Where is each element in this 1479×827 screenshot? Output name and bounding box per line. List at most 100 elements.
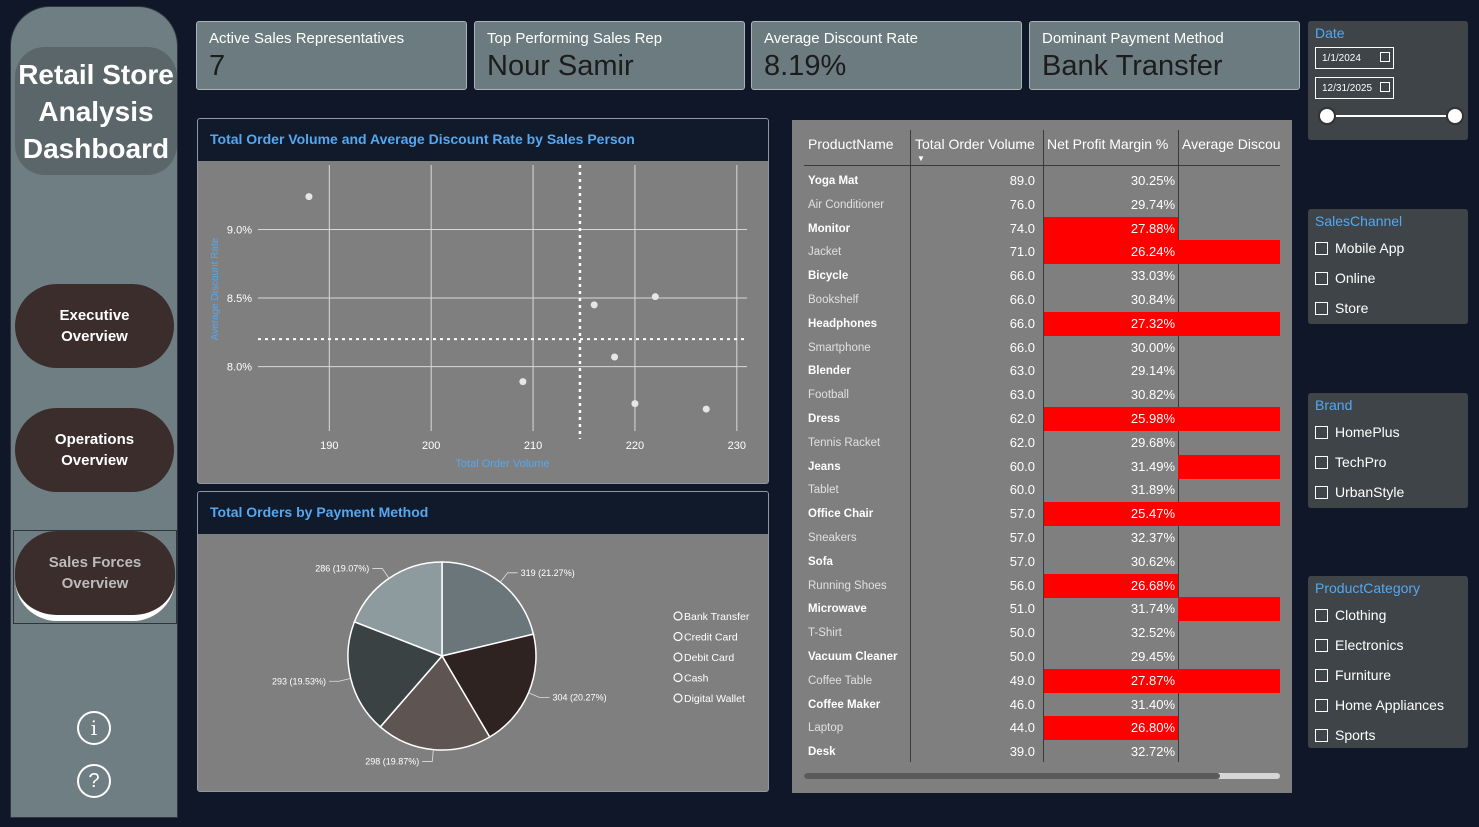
table-row[interactable]: Microwave 51.0 31.74% xyxy=(804,597,1280,622)
help-icon[interactable]: ? xyxy=(77,764,111,798)
checkbox[interactable] xyxy=(1315,425,1328,439)
cell-total-order-volume: 66.0 xyxy=(1009,292,1035,307)
checkbox[interactable] xyxy=(1315,728,1328,742)
cell-product-name: Vacuum Cleaner xyxy=(808,651,898,663)
table-row[interactable]: Office Chair 57.0 25.47% xyxy=(804,502,1280,527)
nav-sales-forces-frame: Sales Forces Overview xyxy=(13,530,177,624)
cell-average-discount xyxy=(1178,740,1280,764)
scatter-point[interactable] xyxy=(651,293,659,301)
checkbox[interactable] xyxy=(1315,638,1328,652)
checkbox[interactable] xyxy=(1315,668,1328,682)
legend-label[interactable]: Digital Wallet xyxy=(684,693,745,705)
scatter-point[interactable] xyxy=(590,301,598,309)
date-range-end-handle[interactable] xyxy=(1446,107,1464,125)
checkbox[interactable] xyxy=(1315,698,1328,712)
slicer-item-urbanstyle[interactable]: UrbanStyle xyxy=(1308,477,1468,507)
slicer-item-store[interactable]: Store xyxy=(1308,293,1468,323)
cell-net-profit-margin: 30.82% xyxy=(1130,387,1175,403)
table-row[interactable]: Sneakers 57.0 32.37% xyxy=(804,526,1280,550)
pie-leader-line xyxy=(329,678,351,682)
info-icon[interactable]: i xyxy=(77,711,111,745)
col-header-net-profit-margin[interactable]: Net Profit Margin % xyxy=(1047,136,1169,152)
table-row[interactable]: Running Shoes 56.0 26.68% xyxy=(804,573,1280,598)
table-row[interactable]: Bookshelf 66.0 30.84% xyxy=(804,288,1280,312)
scatter-point[interactable] xyxy=(519,378,527,386)
checkbox[interactable] xyxy=(1315,608,1328,622)
legend-label[interactable]: Credit Card xyxy=(684,632,738,644)
cell-average-discount xyxy=(1178,383,1280,407)
col-header-average-discount[interactable]: Average Discou xyxy=(1182,136,1280,152)
pie-leader-line xyxy=(422,749,434,762)
table-row[interactable]: Monitor 74.0 27.88% xyxy=(804,216,1280,241)
checkbox[interactable] xyxy=(1315,241,1328,255)
cell-net-profit-margin: 30.00% xyxy=(1130,339,1175,355)
table-row[interactable]: Tablet 60.0 31.89% xyxy=(804,478,1280,502)
cell-average-discount xyxy=(1178,645,1280,669)
pie-slice[interactable] xyxy=(347,620,444,728)
kpi-value: Bank Transfer xyxy=(1042,50,1223,82)
table-row[interactable]: Desk 39.0 32.72% xyxy=(804,740,1280,764)
checkbox[interactable] xyxy=(1315,271,1328,285)
table-row[interactable]: T-Shirt 50.0 32.52% xyxy=(804,621,1280,645)
cell-average-discount xyxy=(1178,264,1280,288)
slicer-item-home-appliances[interactable]: Home Appliances xyxy=(1308,690,1468,720)
col-header-product-name[interactable]: ProductName xyxy=(808,136,894,152)
end-date-input[interactable]: 12/31/2025 xyxy=(1315,77,1394,99)
date-range-start-handle[interactable] xyxy=(1318,107,1336,125)
horizontal-scrollbar[interactable] xyxy=(804,773,1280,779)
table-row[interactable]: Coffee Maker 46.0 31.40% xyxy=(804,693,1280,717)
slicer-item-clothing[interactable]: Clothing xyxy=(1308,600,1468,630)
nav-executive-overview[interactable]: Executive Overview xyxy=(15,284,174,368)
table-row[interactable]: Jacket 71.0 26.24% xyxy=(804,240,1280,265)
scatter-point[interactable] xyxy=(611,353,619,361)
cell-product-name: Monitor xyxy=(808,222,851,235)
slicer-item-mobile-app[interactable]: Mobile App xyxy=(1308,233,1468,263)
scatter-point[interactable] xyxy=(702,405,710,413)
cell-average-discount xyxy=(1178,454,1280,479)
pie-data-label: 286 (19.07%) xyxy=(315,563,369,573)
table-row[interactable]: Smartphone 66.0 30.00% xyxy=(804,336,1280,360)
slicer-item-techpro[interactable]: TechPro xyxy=(1308,447,1468,477)
checkbox[interactable] xyxy=(1315,485,1328,499)
pie-slice[interactable] xyxy=(353,561,443,658)
slicer-item-homeplus[interactable]: HomePlus xyxy=(1308,417,1468,447)
cell-product-name: Coffee Table xyxy=(808,674,873,687)
col-header-total-order-volume[interactable]: Total Order Volume xyxy=(915,136,1035,152)
table-row[interactable]: Tennis Racket 62.0 29.68% xyxy=(804,431,1280,455)
slicer-item-online[interactable]: Online xyxy=(1308,263,1468,293)
legend-label[interactable]: Bank Transfer xyxy=(684,611,750,623)
legend-label[interactable]: Cash xyxy=(684,673,709,685)
slicer-item-furniture[interactable]: Furniture xyxy=(1308,660,1468,690)
table-row[interactable]: Bicycle 66.0 33.03% xyxy=(804,264,1280,288)
cell-total-order-volume: 44.0 xyxy=(1009,720,1035,736)
start-date-input[interactable]: 1/1/2024 xyxy=(1315,47,1394,69)
table-row[interactable]: Vacuum Cleaner 50.0 29.45% xyxy=(804,645,1280,669)
legend-label[interactable]: Debit Card xyxy=(684,652,734,664)
slicer-item-sports[interactable]: Sports xyxy=(1308,720,1468,750)
slicer-item-electronics[interactable]: Electronics xyxy=(1308,630,1468,660)
cell-total-order-volume: 50.0 xyxy=(1009,625,1035,641)
table-row[interactable]: Sofa 57.0 30.62% xyxy=(804,550,1280,574)
pie-slice[interactable] xyxy=(440,633,537,739)
pie-slice[interactable] xyxy=(379,654,491,751)
scatter-point[interactable] xyxy=(305,193,313,201)
checkbox[interactable] xyxy=(1315,455,1328,469)
table-row[interactable]: Dress 62.0 25.98% xyxy=(804,407,1280,431)
table-row[interactable]: Football 63.0 30.82% xyxy=(804,383,1280,407)
scatter-point[interactable] xyxy=(631,400,639,408)
table-row[interactable]: Air Conditioner 76.0 29.74% xyxy=(804,193,1280,217)
checkbox[interactable] xyxy=(1315,301,1328,315)
kpi-label: Average Discount Rate xyxy=(764,30,918,47)
table-row[interactable]: Coffee Table 49.0 27.87% xyxy=(804,668,1280,693)
kpi-active-sales-reps: Active Sales Representatives 7 xyxy=(196,21,467,90)
scrollbar-thumb[interactable] xyxy=(804,773,1220,779)
x-axis-label: Total Order Volume xyxy=(455,458,549,470)
table-row[interactable]: Headphones 66.0 27.32% xyxy=(804,311,1280,336)
table-row[interactable]: Laptop 44.0 26.80% xyxy=(804,716,1280,741)
nav-operations-overview[interactable]: Operations Overview xyxy=(15,408,174,492)
cell-average-discount xyxy=(1178,288,1280,312)
table-row[interactable]: Jeans 60.0 31.49% xyxy=(804,454,1280,479)
table-row[interactable]: Yoga Mat 89.0 30.25% xyxy=(804,169,1280,193)
table-row[interactable]: Blender 63.0 29.14% xyxy=(804,359,1280,383)
nav-sales-forces-overview[interactable]: Sales Forces Overview xyxy=(15,531,175,621)
